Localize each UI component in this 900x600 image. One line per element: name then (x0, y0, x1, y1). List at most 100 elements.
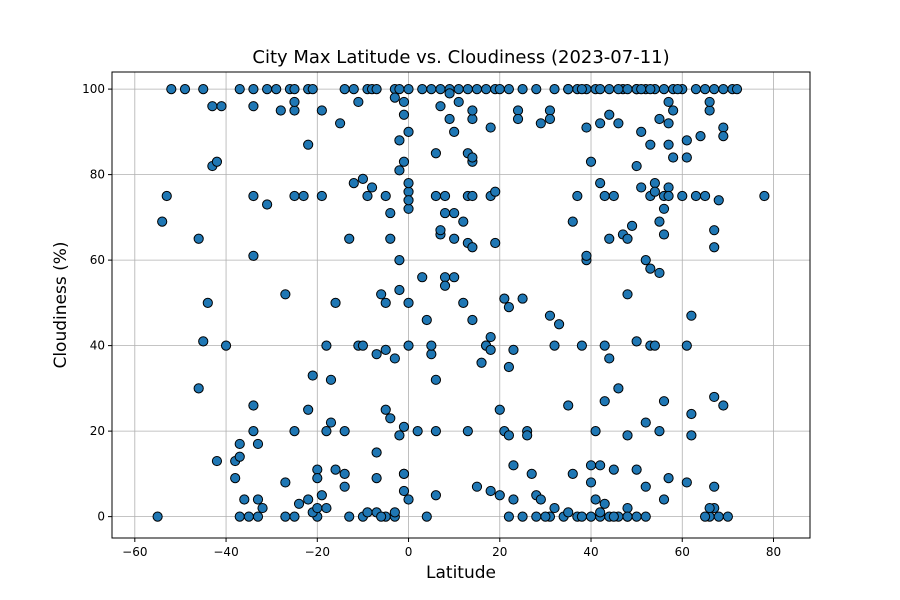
point (604, 84, 615, 95)
point (677, 190, 688, 202)
point (636, 84, 647, 95)
point (403, 340, 414, 351)
point (709, 391, 720, 403)
x-tick-label: −60 (122, 545, 147, 559)
point (449, 126, 460, 137)
point (549, 84, 560, 95)
point (686, 430, 697, 441)
point (645, 84, 656, 95)
point (403, 195, 414, 206)
point (576, 84, 587, 95)
point (494, 490, 505, 501)
point (449, 233, 460, 244)
point (581, 250, 592, 261)
point (590, 426, 601, 437)
point (517, 293, 528, 304)
point (403, 297, 414, 308)
point (622, 511, 633, 522)
point (585, 460, 597, 471)
chart-title: City Max Latitude vs. Cloudiness (2023-0… (252, 47, 669, 68)
point (467, 190, 478, 202)
point (549, 502, 560, 514)
point (376, 289, 387, 300)
point (649, 186, 660, 197)
point (595, 118, 606, 129)
point (398, 485, 410, 497)
point (658, 203, 670, 214)
point (152, 511, 163, 522)
point (663, 118, 674, 129)
point (563, 507, 574, 518)
point (467, 113, 478, 125)
point (622, 430, 633, 441)
point (467, 242, 478, 253)
point (298, 190, 309, 202)
point (357, 173, 369, 184)
point (398, 109, 410, 120)
point (157, 216, 168, 227)
point (316, 105, 327, 116)
point (211, 156, 223, 167)
point (490, 186, 501, 197)
point (585, 511, 597, 522)
point (289, 190, 300, 202)
point (640, 511, 651, 522)
point (435, 225, 446, 236)
point (421, 314, 432, 326)
point (449, 272, 460, 283)
point (631, 160, 642, 172)
point (540, 511, 551, 522)
point (695, 131, 706, 142)
point (248, 101, 259, 112)
point (590, 494, 601, 505)
point (462, 84, 473, 95)
point (663, 190, 674, 202)
point (649, 178, 660, 189)
point (522, 430, 533, 441)
point (262, 84, 273, 95)
point (572, 190, 583, 202)
point (344, 233, 355, 244)
point (426, 349, 437, 360)
point (389, 507, 400, 518)
point (709, 225, 720, 236)
point (289, 105, 300, 116)
point (467, 314, 478, 326)
point (430, 426, 442, 437)
point (636, 126, 647, 137)
point (303, 139, 314, 150)
point (398, 421, 410, 432)
point (686, 408, 697, 420)
point (430, 148, 442, 159)
point (335, 118, 346, 129)
point (640, 481, 651, 492)
point (339, 468, 350, 479)
point (161, 190, 172, 202)
point (631, 336, 642, 347)
point (718, 400, 729, 411)
y-tick-label: 40 (90, 339, 105, 353)
point (631, 511, 642, 522)
point (435, 84, 446, 95)
point (462, 426, 473, 437)
point (321, 426, 332, 437)
point (599, 498, 610, 509)
points (152, 84, 770, 522)
y-tick-label: 60 (90, 253, 105, 267)
point (394, 255, 405, 266)
point (686, 310, 697, 321)
point (303, 494, 314, 505)
point (690, 190, 702, 202)
y-tick-label: 80 (90, 168, 105, 182)
point (417, 272, 428, 283)
point (398, 96, 410, 108)
point (553, 319, 565, 330)
point (490, 237, 501, 249)
x-tick-label: 40 (583, 545, 598, 559)
point (512, 105, 524, 116)
point (663, 473, 674, 484)
point (595, 178, 606, 189)
point (389, 353, 400, 364)
point (252, 511, 264, 522)
point (576, 340, 587, 351)
